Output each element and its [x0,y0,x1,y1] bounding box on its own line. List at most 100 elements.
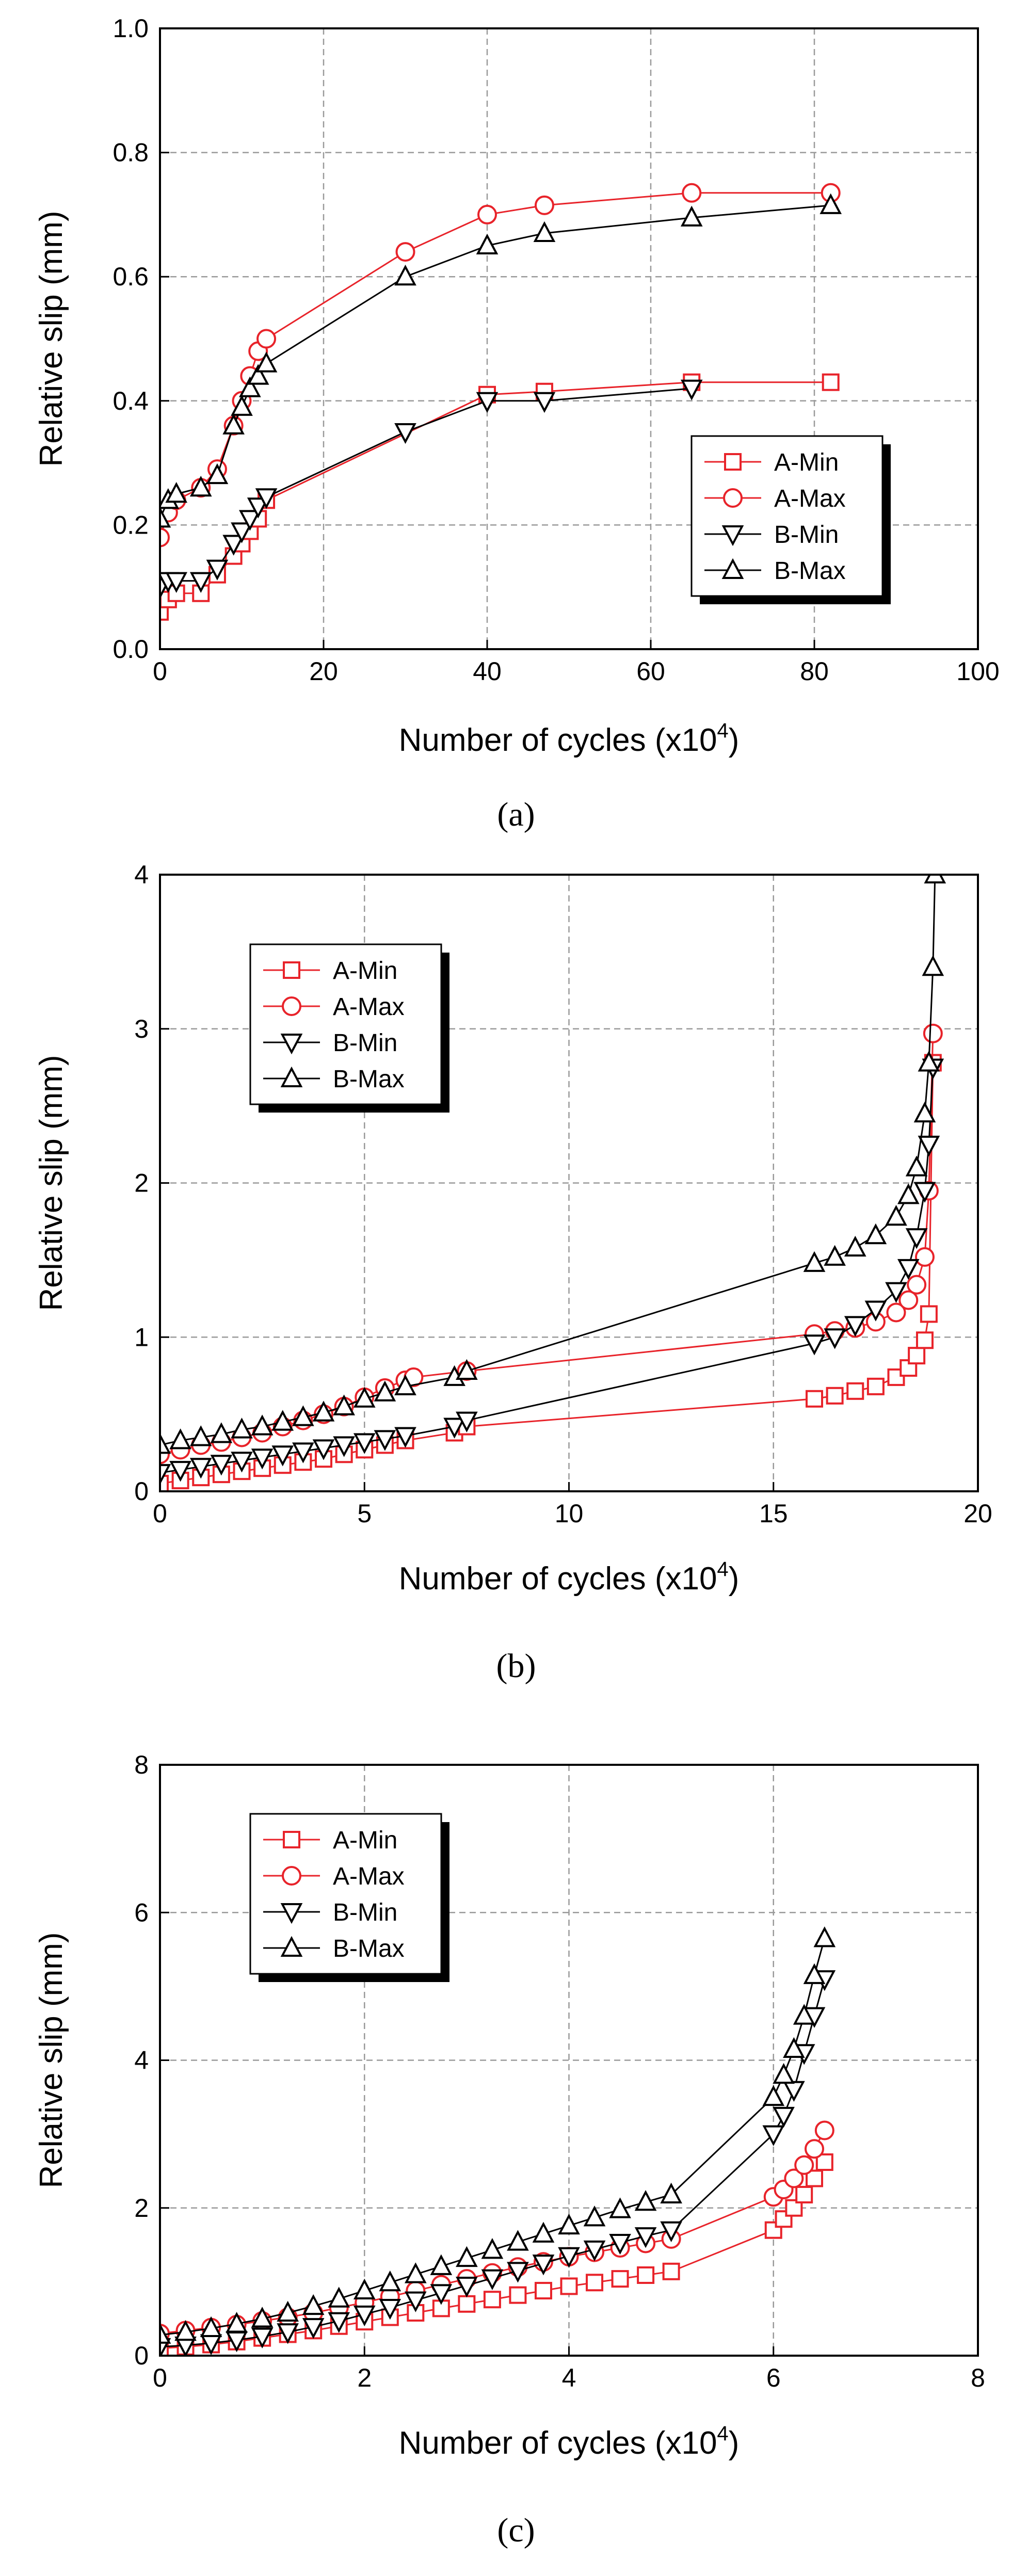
data-point-B-Max [165,481,188,503]
data-point-B-Max [189,475,212,497]
data-point-B-Max [231,1418,253,1439]
data-point-B-Min [533,392,556,413]
x-axis-label-exp: 4 [717,2422,728,2445]
data-point-B-Min [844,1316,866,1337]
legend: A-Min A-Max B-Min B-Max [249,943,449,1113]
chart-1: 0 20 40 60 80 100 0.0 0.2 0.4 0.6 0.8 1.0 A-Min A-Max… [34,14,1000,833]
y-axis-label: Relative slip (mm) [34,1055,69,1311]
x-axis-label: Number of cycles (x104) [399,719,740,758]
legend-label-A-Min: A-Min [333,1827,397,1854]
data-point-A-Min [483,2291,501,2309]
data-point-B-Max [864,1223,887,1245]
x-tick-label: 0 [153,657,167,686]
y-tick-label: 8 [134,1750,149,1779]
data-point-A-Max [898,1290,919,1310]
data-point-B-Min [394,1427,416,1448]
data-point-A-Max [907,1275,927,1295]
data-point-A-Min [908,1347,926,1365]
data-point-A-Min [611,2270,629,2288]
data-point-B-Max [456,2246,478,2267]
legend-marker-A-Min [283,961,300,979]
legend-marker-B-Min [280,1034,303,1055]
data-point-B-Max [255,351,278,373]
figure-caption: (a) [497,796,535,833]
data-point-B-Min [443,1418,465,1439]
x-axis-label-close: ) [729,1561,740,1597]
data-point-B-Max [169,1428,191,1450]
data-point-B-Max [922,955,944,976]
y-tick-label: 0.6 [113,262,149,291]
data-point-B-Max [844,1235,866,1257]
data-point-B-Min [634,2227,657,2248]
x-axis-label-exp: 4 [717,1558,728,1581]
x-tick-label: 15 [759,1499,788,1528]
data-point-B-Min [353,2305,376,2327]
data-point-B-Max [905,1155,928,1177]
data-point-B-Min [762,2125,785,2146]
legend-marker-B-Max [280,1066,303,1087]
data-point-B-Max [773,2063,795,2084]
data-point-B-Max [206,463,229,485]
legend-label-A-Max: A-Max [333,993,405,1021]
x-tick-label: 20 [309,657,338,686]
data-point-B-Max [353,1387,376,1408]
data-point-A-Min [915,1331,934,1349]
y-tick-label: 0.8 [113,138,149,167]
data-point-A-Max [914,1247,935,1267]
y-axis-label: Relative slip (mm) [34,1932,69,2188]
data-point-B-Max [532,2221,555,2243]
data-point-B-Min [918,1135,940,1157]
data-point-B-Min [189,1458,212,1479]
legend-label-A-Max: A-Max [333,1863,405,1890]
series-B-Min [160,1058,944,1485]
data-point-B-Min [374,1430,396,1451]
data-point-B-Min [255,488,278,509]
legend: A-Min A-Max B-Min B-Max [690,435,891,604]
data-point-B-Min [251,1448,274,1470]
y-tick-label: 3 [134,1015,149,1043]
x-axis-label-unit: (x10 [655,2425,717,2461]
chart-3: 0 2 4 6 8 0 2 4 6 8 A-Min A-Max B-Min B-Max Relative s… [34,1750,985,2549]
series-B-Max [160,193,842,528]
x-tick-label: 10 [555,1499,584,1528]
data-point-B-Max [913,1101,936,1123]
data-point-B-Max [404,2262,427,2283]
data-point-B-Max [239,376,261,397]
data-point-B-Max [379,2271,401,2292]
legend-label-B-Min: B-Min [333,1899,397,1926]
data-point-B-Min [231,522,253,543]
data-point-A-Min [586,2274,604,2292]
x-axis-label: Number of cycles (x104) [399,1558,740,1597]
x-axis-label-main: Number of cycles [399,1561,655,1597]
data-point-B-Max [558,2213,580,2235]
data-point-B-Min [660,2221,682,2242]
data-point-B-Min [210,1455,233,1476]
data-point-A-Max [923,1023,943,1043]
data-point-B-Max [583,2205,606,2227]
data-point-A-Max [794,2155,814,2175]
data-point-B-Max [762,2085,785,2106]
x-tick-label: 8 [971,2363,985,2392]
data-point-A-Max [682,183,702,203]
data-point-B-Max [783,2037,805,2058]
data-point-B-Max [231,395,253,416]
data-point-A-Max [395,242,415,262]
data-point-B-Min [507,2262,529,2283]
series-A-Max [160,2120,834,2344]
data-point-B-Min [222,535,245,556]
y-tick-label: 2 [134,1169,149,1198]
data-point-B-Max [247,364,269,385]
data-point-B-Max [481,2238,504,2259]
y-tick-label: 4 [134,860,149,889]
data-point-B-Max [328,2287,350,2308]
data-point-B-Min [481,2269,504,2290]
data-point-B-Min [885,1282,907,1303]
legend-marker-B-Min [280,1903,303,1924]
data-point-B-Min [165,572,188,593]
data-point-B-Max [507,2230,529,2251]
data-point-B-Max [251,1414,274,1436]
data-point-B-Max [456,1359,478,1380]
data-point-B-Min [302,2318,325,2339]
data-point-A-Min [920,1305,938,1323]
